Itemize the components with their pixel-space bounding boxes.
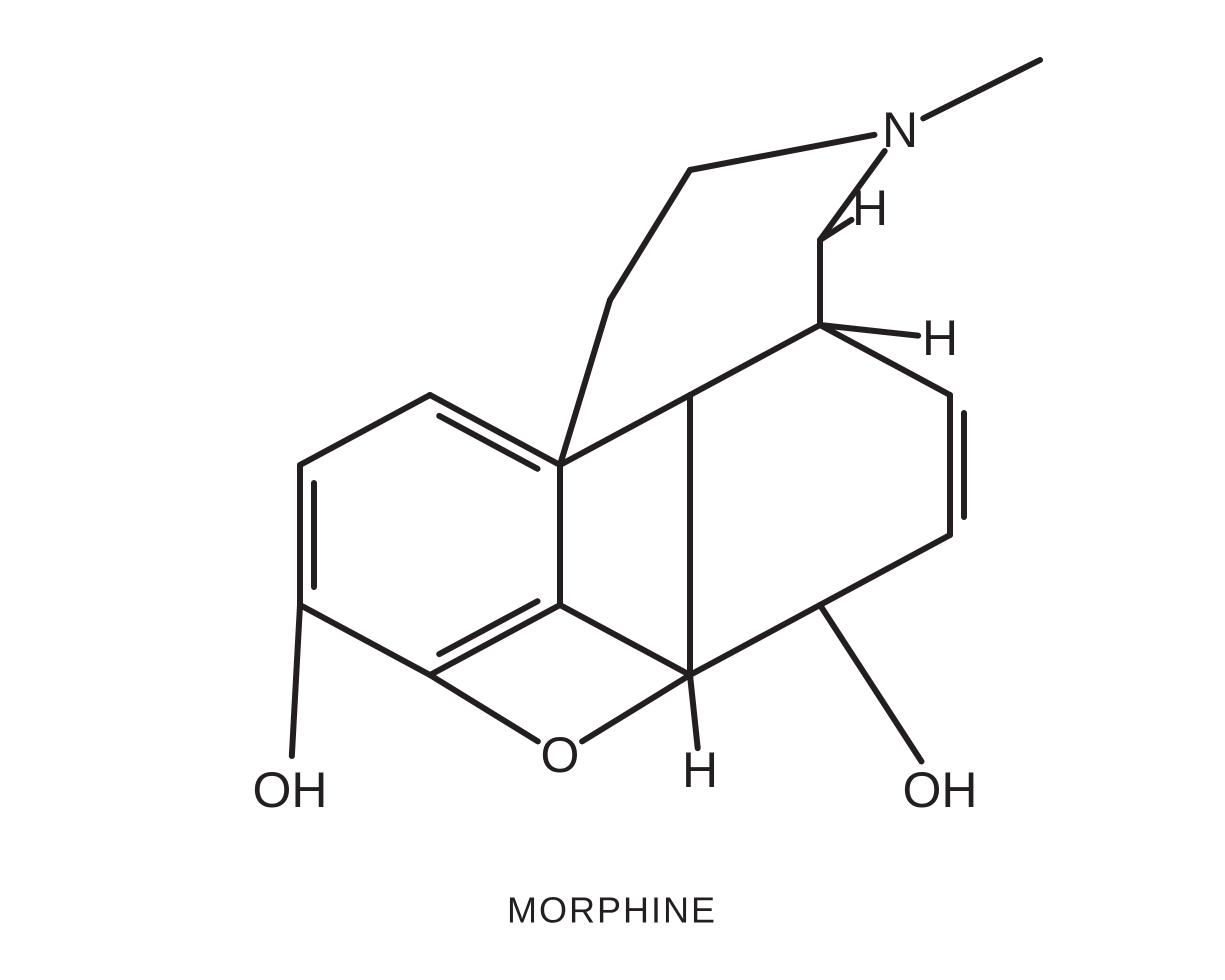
caption: MORPHINE <box>507 890 717 931</box>
atom-H14: H <box>922 310 958 366</box>
atom-O_ring: O <box>541 727 580 783</box>
atom-labels: O N OH OH H H H <box>253 102 978 818</box>
bonds <box>292 60 1040 761</box>
atom-OH1: OH <box>253 762 328 818</box>
atom-OH2: OH <box>903 762 978 818</box>
atom-N: N <box>882 102 918 158</box>
atom-H5: H <box>682 742 718 798</box>
atom-H9: H <box>852 180 888 236</box>
molecule-diagram: O N OH OH H H H MORPHINE <box>0 0 1225 980</box>
